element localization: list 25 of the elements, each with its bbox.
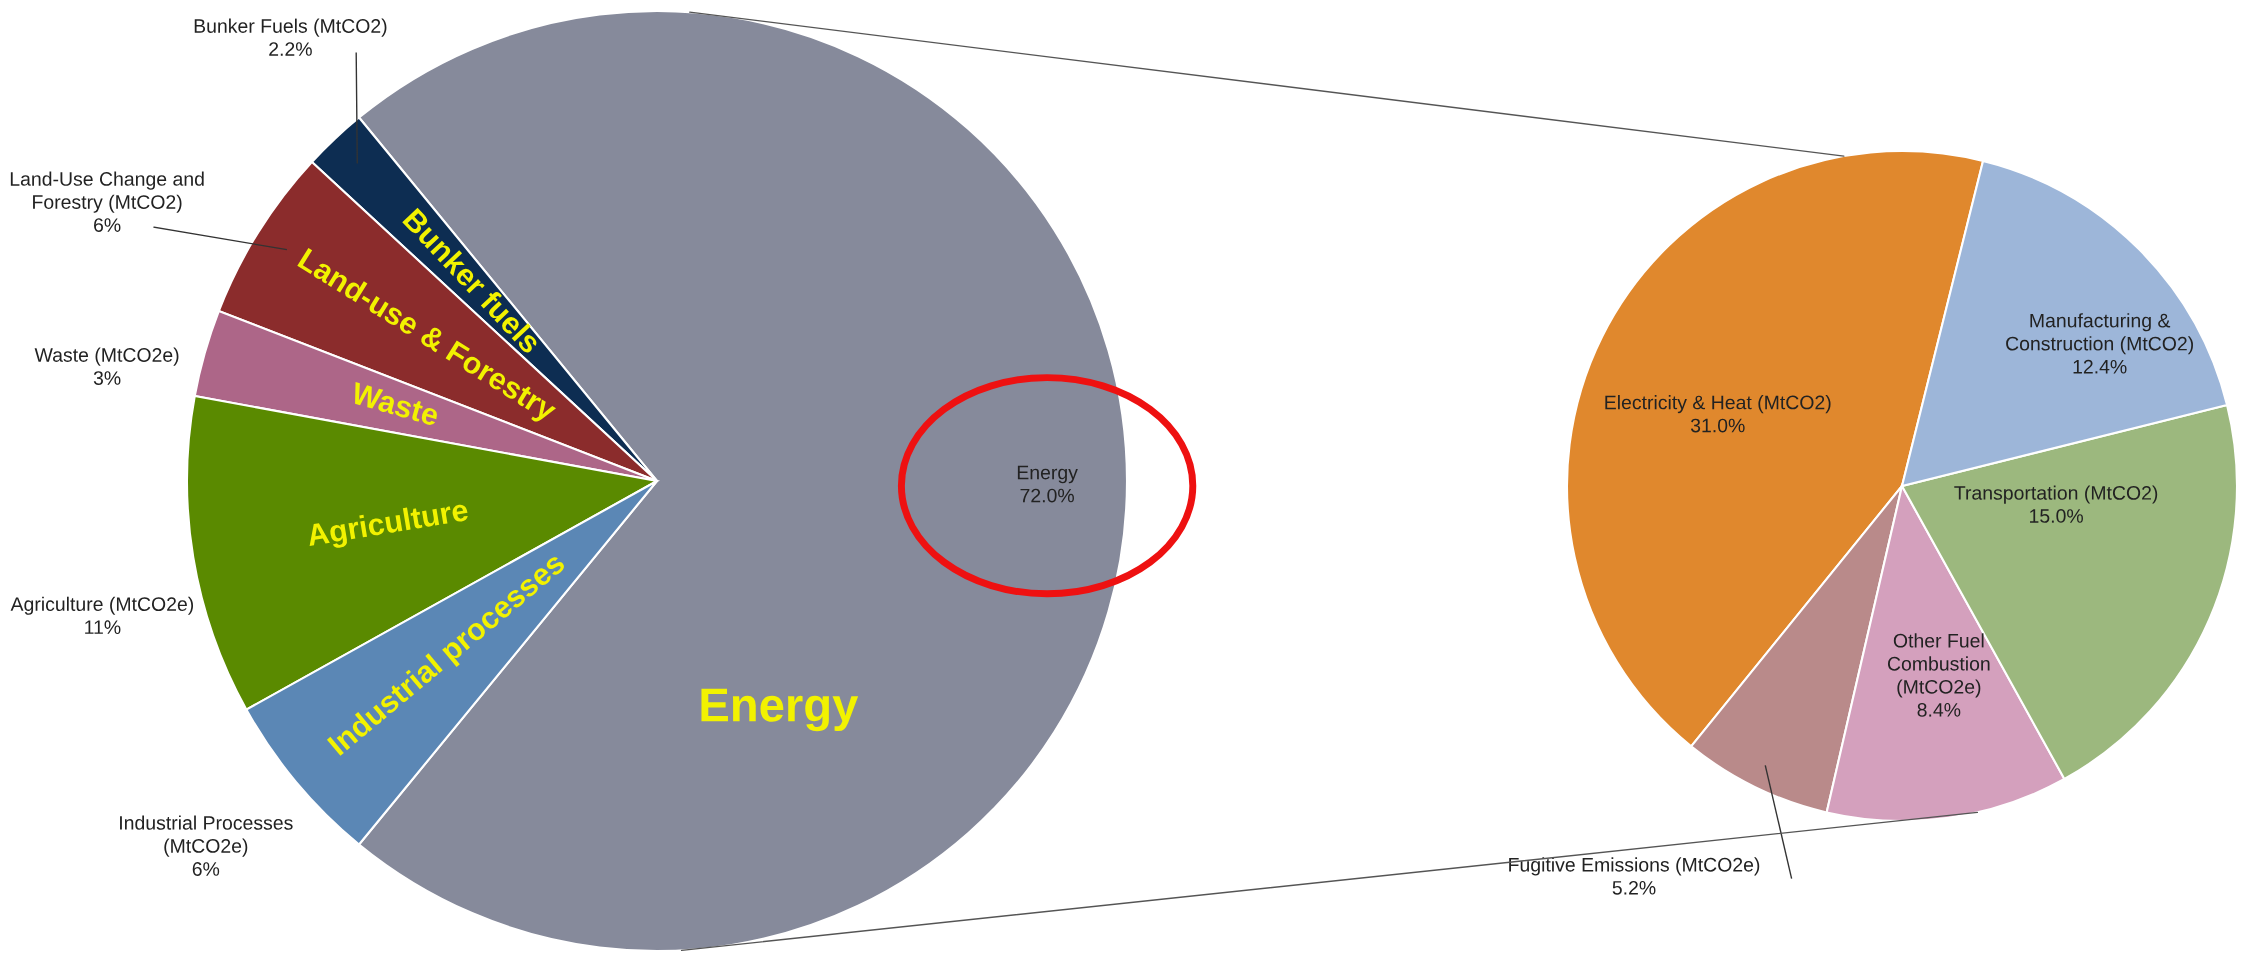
slice-label: Electricity & Heat (MtCO2) — [1605, 395, 1831, 414]
data-label: 3% — [93, 371, 121, 385]
data-label: 6% — [192, 862, 220, 876]
data-label: 5.2% — [1612, 880, 1656, 895]
slice-label: Energy — [1017, 465, 1078, 484]
data-label: 2.2% — [269, 42, 312, 56]
data-label: 31.0% — [1690, 418, 1745, 433]
slice-label: Other Fuel Combustion (MtCO2e) — [1887, 633, 1990, 698]
slice-label: Agriculture (MtCO2e) — [10, 596, 194, 615]
slice-label: Manufacturing & Construction (MtCO2) — [2006, 313, 2193, 355]
slice-label: Fugitive Emissions (MtCO2e) — [1509, 857, 1760, 876]
text: Waste — [349, 382, 441, 427]
slice-label: Bunker Fuels (MtCO2) — [194, 18, 387, 37]
slice-label: Transportation (MtCO2) — [1954, 485, 2158, 504]
slice-label: Waste (MtCO2e) — [34, 347, 179, 366]
text: Agriculture — [306, 498, 470, 553]
data-label: 72.0% — [1020, 488, 1074, 503]
data-label: 12.4% — [2073, 359, 2127, 374]
slice-label: Industrial Processes (MtCO2e) — [120, 815, 293, 857]
data-label: 8.4% — [1917, 702, 1961, 717]
text: Energy — [701, 688, 859, 732]
data-label: 11% — [85, 620, 121, 634]
data-label: 15.0% — [2030, 509, 2083, 523]
data-label: 6% — [94, 218, 121, 232]
slice-label: Land-Use Change and Forestry (MtCO2) — [10, 171, 204, 213]
